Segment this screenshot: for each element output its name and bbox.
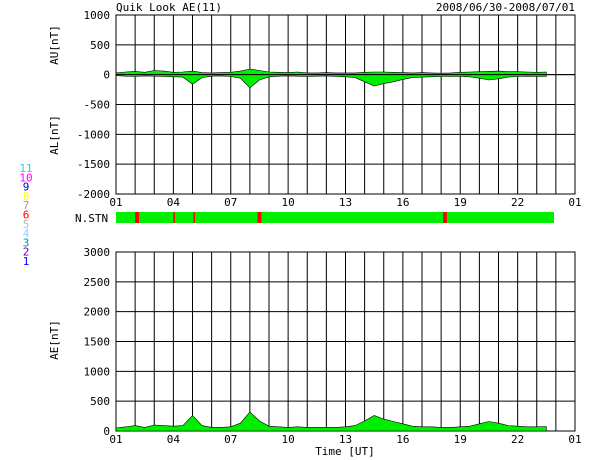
station-legend-item: 10 — [19, 171, 32, 184]
ae-y-tick-label: 2500 — [84, 276, 111, 289]
ae-x-tick-label: 19 — [454, 433, 467, 446]
au-area — [115, 68, 547, 75]
station-legend-item: 2 — [23, 246, 30, 259]
station-count-bar — [116, 212, 554, 223]
ae-x-tick-label: 01 — [568, 433, 581, 446]
ae-x-tick-label: 01 — [109, 433, 122, 446]
station-drop-mark — [135, 212, 139, 223]
x-axis-label: Time [UT] — [315, 445, 375, 458]
au-al-frame — [115, 14, 576, 195]
station-drop-mark — [443, 212, 447, 223]
ae-y-tick-label: 2000 — [84, 306, 111, 319]
ae-y-tick-label: 500 — [90, 395, 110, 408]
station-legend-item: 8 — [23, 190, 30, 203]
station-legend-item: 7 — [23, 199, 30, 212]
n-stn-label: N.STN — [75, 212, 108, 225]
au-al-y-tick-label: -1000 — [77, 128, 110, 141]
au-al-x-tick-label: 10 — [282, 196, 295, 209]
au-al-x-tick-label: 22 — [511, 196, 524, 209]
au-al-y-tick-label: 1000 — [84, 9, 111, 22]
station-legend-item: 11 — [19, 162, 32, 175]
au-al-y-tick-label: -500 — [84, 99, 111, 112]
station-legend-item: 9 — [23, 181, 30, 194]
au-al-x-tick-label: 19 — [454, 196, 467, 209]
ae-area — [115, 411, 547, 432]
ae-x-tick-label: 16 — [396, 433, 409, 446]
chart-title: Quik Look AE(11) — [116, 1, 222, 14]
au-al-y-tick-label: -1500 — [77, 158, 110, 171]
station-legend-item: 1 — [23, 255, 30, 268]
au-al-y-tick-label: 500 — [90, 39, 110, 52]
ae-x-tick-label: 22 — [511, 433, 524, 446]
station-legend-item: 3 — [23, 236, 30, 249]
ae-y-tick-label: 1000 — [84, 365, 111, 378]
au-al-x-tick-label: 07 — [224, 196, 237, 209]
station-legend-item: 5 — [23, 218, 30, 231]
ae-x-tick-label: 13 — [339, 433, 352, 446]
au-axis-label: AU[nT] — [48, 25, 61, 65]
ae-x-tick-label: 10 — [282, 433, 295, 446]
au-al-x-tick-label: 01 — [109, 196, 122, 209]
station-legend-item: 6 — [23, 209, 30, 222]
au-al-x-tick-label: 01 — [568, 196, 581, 209]
au-al-y-tick-label: -2000 — [77, 188, 110, 201]
ae-y-tick-label: 3000 — [84, 246, 111, 259]
au-al-x-tick-label: 04 — [167, 196, 181, 209]
al-area — [115, 74, 547, 89]
ae-y-tick-label: 0 — [103, 425, 110, 438]
station-legend-item: 4 — [23, 227, 30, 240]
station-count-panel — [116, 212, 554, 223]
ae-x-tick-label: 07 — [224, 433, 237, 446]
ae-axis-label: AE[nT] — [48, 320, 61, 360]
station-drop-mark — [173, 212, 175, 223]
ae-x-tick-label: 04 — [167, 433, 181, 446]
al-axis-label: AL[nT] — [48, 115, 61, 155]
au-al-x-tick-label: 16 — [396, 196, 409, 209]
ae-y-tick-label: 1500 — [84, 336, 111, 349]
au-al-x-tick-label: 13 — [339, 196, 352, 209]
station-drop-mark — [257, 212, 262, 223]
au-al-y-tick-label: 0 — [103, 69, 110, 82]
station-drop-mark — [193, 212, 195, 223]
date-range: 2008/06/30-2008/07/01 — [436, 1, 575, 14]
